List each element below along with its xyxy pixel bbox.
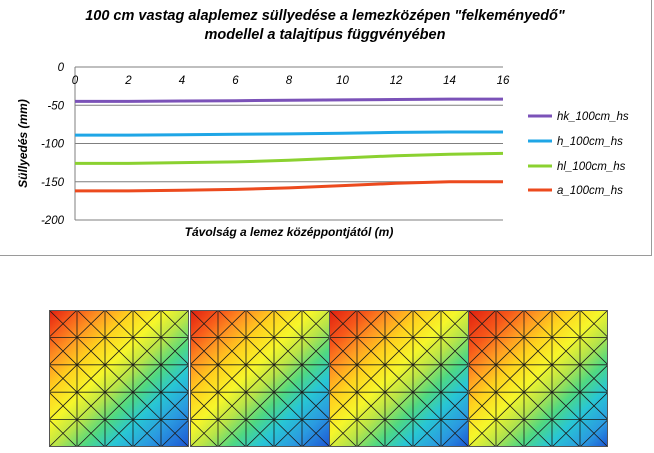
x-tick-label-1: 2 bbox=[124, 75, 132, 87]
y-tick-label-1: -50 bbox=[47, 100, 64, 112]
x-tick-label-7: 14 bbox=[443, 75, 456, 87]
mesh-grid bbox=[49, 310, 189, 447]
mesh-grid bbox=[329, 310, 469, 447]
y-axis-title: Süllyedés (mm) bbox=[16, 99, 30, 188]
x-tick-label-8: 16 bbox=[497, 75, 510, 87]
contour-map-2 bbox=[190, 310, 330, 447]
settlement-line-chart: 0 2 4 6 8 10 12 14 16 0 -50 -100 -150 -200 Távolság a … bbox=[16, 62, 629, 239]
x-tick-label-0: 0 bbox=[72, 75, 79, 87]
series-line-hk_100cm_hs bbox=[75, 97, 503, 103]
chart-frame bbox=[0, 0, 652, 256]
legend-label-h_100cm_hs: h_100cm_hs bbox=[557, 136, 623, 148]
contour-map-1 bbox=[49, 310, 189, 447]
contour-map-svg bbox=[49, 310, 189, 447]
y-tick-label-0: 0 bbox=[58, 62, 65, 74]
series-line-a_100cm_hs bbox=[75, 180, 503, 193]
series-line-hl_100cm_hs bbox=[75, 151, 504, 165]
y-tick-label-4: -200 bbox=[41, 215, 65, 227]
y-tick-label-2: -100 bbox=[41, 139, 65, 151]
x-tick-label-6: 12 bbox=[390, 75, 403, 87]
mesh-grid bbox=[190, 310, 330, 447]
x-axis-title: Távolság a lemez középpontjától (m) bbox=[185, 225, 394, 239]
chart-title: 100 cm vastag alaplemez süllyedése a lem… bbox=[60, 7, 590, 45]
x-tick-label-5: 10 bbox=[336, 75, 349, 87]
chart-title-line-1: 100 cm vastag alaplemez süllyedése a lem… bbox=[85, 8, 565, 24]
chart-title-line-2: modellel a talajtípus függvényében bbox=[204, 27, 446, 43]
map-border bbox=[468, 310, 608, 447]
series-line-h_100cm_hs bbox=[75, 130, 503, 137]
x-tick-label-3: 6 bbox=[232, 75, 239, 87]
legend-label-hl_100cm_hs: hl_100cm_hs bbox=[557, 161, 626, 173]
contour-map-svg bbox=[468, 310, 608, 447]
contour-map-3 bbox=[329, 310, 469, 447]
x-tick-label-4: 8 bbox=[286, 75, 293, 87]
map-border bbox=[49, 310, 189, 447]
legend-label-a_100cm_hs: a_100cm_hs bbox=[557, 185, 623, 197]
contour-map-svg bbox=[190, 310, 330, 447]
contour-maps-row bbox=[0, 300, 654, 453]
legend-label-hk_100cm_hs: hk_100cm_hs bbox=[557, 111, 629, 123]
contour-map-4 bbox=[468, 310, 608, 447]
y-tick-label-3: -150 bbox=[41, 177, 65, 189]
contour-map-svg bbox=[329, 310, 469, 447]
x-tick-label-2: 4 bbox=[179, 75, 185, 87]
mesh-grid bbox=[468, 310, 608, 447]
